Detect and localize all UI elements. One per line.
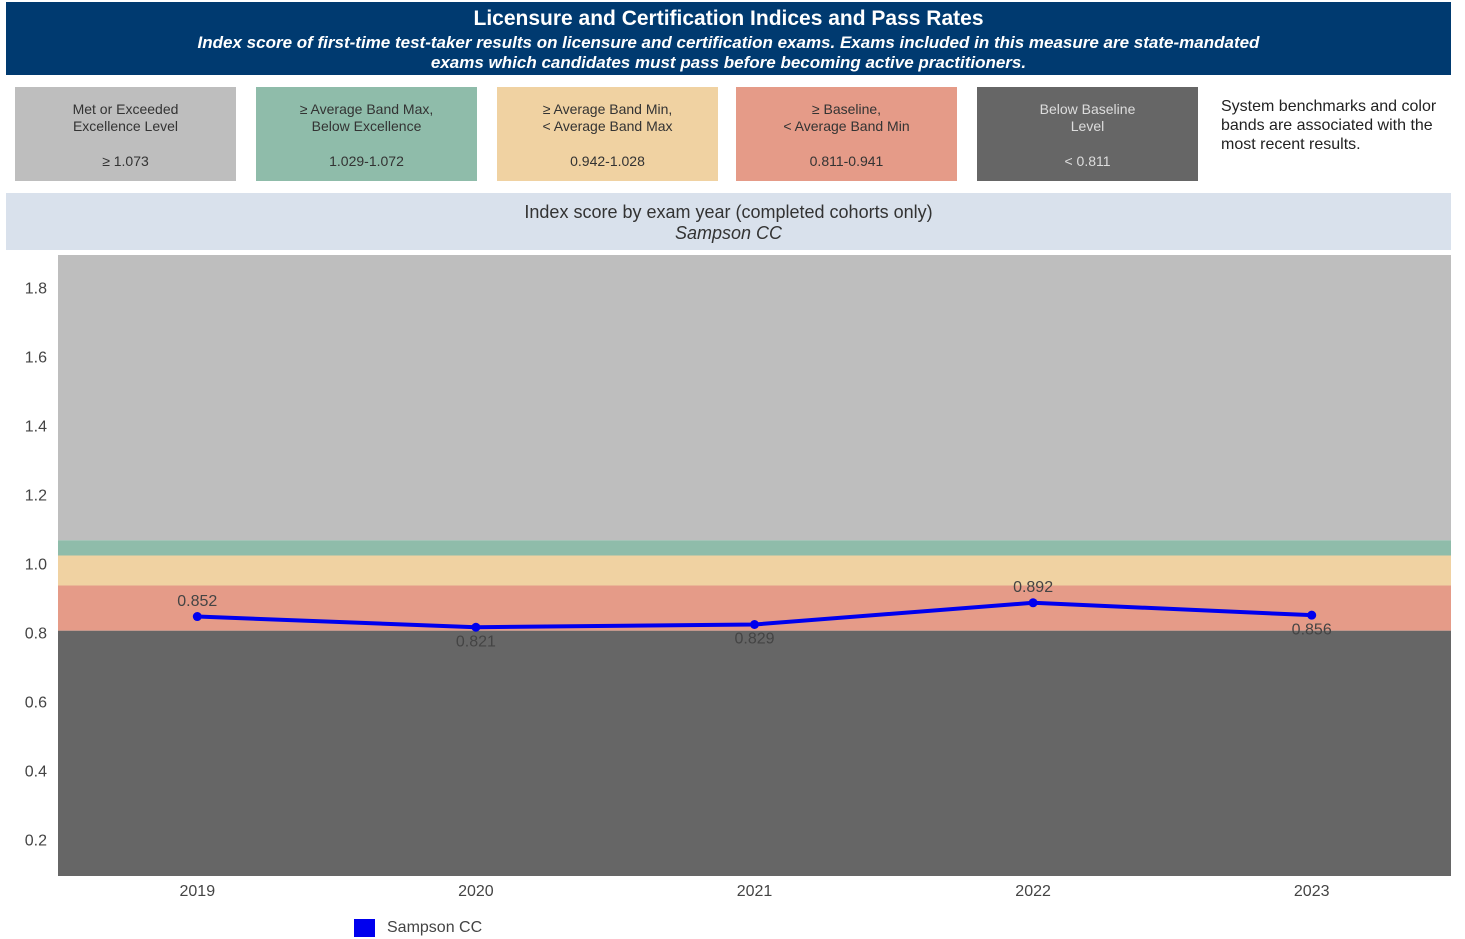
band [58,255,1451,541]
x-tick-label: 2023 [1294,883,1330,900]
band-label: Below Baseline Level [977,101,1198,135]
data-label: 0.821 [456,633,496,650]
band-box: Below Baseline Level < 0.811 [977,87,1198,181]
chart-title: Index score by exam year (completed coho… [524,202,933,222]
data-label: 0.892 [1013,579,1053,596]
band [58,555,1451,586]
chart-header: Index score by exam year (completed coho… [6,193,1451,250]
band-label-line: < Average Band Min [783,118,910,134]
y-tick-label: 1.2 [25,488,47,505]
data-label: 0.856 [1292,621,1332,638]
band-box: ≥ Average Band Min, < Average Band Max 0.9… [497,87,718,181]
band-range: 0.942-1.028 [570,153,645,169]
header-subtitle: Index score of first-time test-taker res… [197,33,1260,72]
band-label-line: Met or Exceeded [72,101,179,117]
y-tick-label: 1.6 [25,350,47,367]
y-tick-label: 1.0 [25,557,47,574]
point [750,619,759,629]
band [58,540,1451,556]
legend-label: Sampson CC [387,919,482,936]
band-box: ≥ Baseline, < Average Band Min 0.811-0.941 [736,87,957,181]
data-label: 0.852 [177,593,217,610]
header-title: Licensure and Certification Indices and … [473,7,984,30]
band-range: 1.029-1.072 [329,153,404,169]
band-label-line: ≥ Baseline, [811,101,882,117]
x-tick-label: 2020 [458,883,494,900]
band-label-line: Below Excellence [311,118,422,134]
y-tick-label: 0.2 [25,833,47,850]
legend-swatch [354,919,375,937]
band-label-line: Level [1070,118,1105,134]
x-tick-label: 2022 [1015,883,1051,900]
point [1028,598,1038,608]
x-tick-label: 2021 [737,883,773,900]
band-label-line: ≥ Average Band Max, [299,101,434,117]
band-range: 0.811-0.941 [809,153,884,169]
y-tick-label: 0.8 [25,626,47,643]
point [471,622,481,632]
band-label: ≥ Average Band Min, < Average Band Max [497,101,718,135]
band-label: ≥ Average Band Max, Below Excellence [256,101,477,135]
header: Licensure and Certification Indices and … [6,2,1451,75]
y-tick-label: 1.8 [25,281,47,298]
band-label-line: < Average Band Max [542,118,673,134]
band-label-line: Excellence Level [72,118,179,134]
band-label: ≥ Baseline, < Average Band Min [736,101,957,135]
chart-subtitle: Sampson CC [674,223,783,243]
band-range: ≥ 1.073 [102,153,149,169]
band-label-line: ≥ Average Band Min, [542,101,673,117]
band-box: Met or Exceeded Excellence Level ≥ 1.073 [15,87,236,181]
y-tick-label: 0.4 [25,764,47,781]
band-label: Met or Exceeded Excellence Level [15,101,236,135]
point [1307,610,1317,620]
band-box: ≥ Average Band Max, Below Excellence 1.029… [256,87,477,181]
data-label: 0.829 [734,631,774,648]
note: System benchmarks and color bands are as… [1221,98,1437,153]
y-tick-label: 1.4 [25,419,47,436]
y-tick-label: 0.6 [25,695,47,712]
band [58,630,1451,876]
x-tick-label: 2019 [180,883,216,900]
point [192,612,202,622]
band-label-line: Below Baseline [1039,101,1136,117]
band-range: < 0.811 [1064,153,1111,169]
